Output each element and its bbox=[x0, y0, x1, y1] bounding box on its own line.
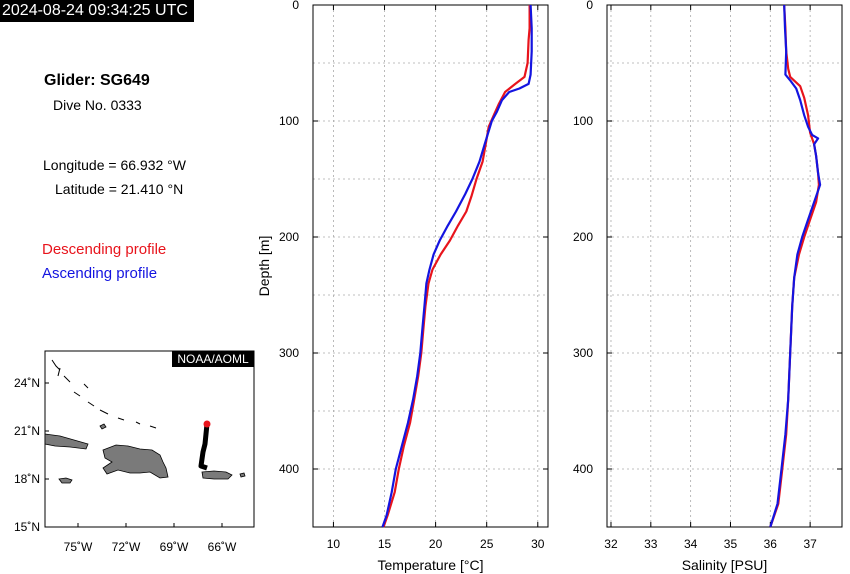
y-tick-label: 100 bbox=[279, 114, 299, 128]
x-axis-label: Salinity [PSU] bbox=[682, 557, 768, 573]
series-descending-line bbox=[769, 4, 820, 528]
map-inset: NOAA/AOML 24˚N 21˚N 18˚N 15˚N 75˚W 72˚W … bbox=[14, 350, 255, 554]
map-islands bbox=[51, 359, 157, 429]
map-land bbox=[44, 423, 246, 484]
x-tick-label: 34 bbox=[684, 537, 698, 551]
y-tick-label: 200 bbox=[573, 230, 593, 244]
y-axis-label: Depth [m] bbox=[256, 236, 272, 297]
map-lat-label: 18˚N bbox=[14, 472, 40, 486]
latitude-readout: Latitude = 21.410 °N bbox=[55, 181, 184, 197]
y-tick-label: 400 bbox=[573, 462, 593, 476]
map-lon-label: 72˚W bbox=[112, 540, 141, 554]
longitude-readout: Longitude = 66.932 °W bbox=[43, 157, 186, 173]
salinity-chart: 32 33 34 35 36 37 0 100 200 300 400 Salinity [PSU] bbox=[573, 0, 843, 573]
legend-ascending: Ascending profile bbox=[42, 265, 158, 282]
timestamp: 2024-08-24 09:34:25 UTC bbox=[0, 0, 194, 22]
map-credit-bg bbox=[172, 351, 254, 367]
x-tick-label: 32 bbox=[604, 537, 618, 551]
plot-frame bbox=[312, 4, 549, 528]
x-tick-label: 37 bbox=[803, 537, 817, 551]
series-ascending-line bbox=[769, 4, 822, 528]
map-lon-label: 69˚W bbox=[160, 540, 189, 554]
series-descending-line bbox=[382, 5, 531, 528]
series-ascending-line bbox=[381, 4, 533, 528]
map-lat-label: 15˚N bbox=[14, 520, 40, 534]
x-tick-label: 35 bbox=[724, 537, 738, 551]
x-tick-label: 36 bbox=[764, 537, 778, 551]
y-tick-label: 0 bbox=[586, 0, 593, 12]
map-lon-ticks: 75˚W 72˚W 69˚W 66˚W bbox=[64, 523, 237, 554]
dive-number: Dive No. 0333 bbox=[53, 97, 142, 113]
glider-track bbox=[198, 423, 210, 471]
y-tick-label: 400 bbox=[279, 462, 299, 476]
y-tick-label: 200 bbox=[279, 230, 299, 244]
y-tick-label: 300 bbox=[279, 346, 299, 360]
x-tick-label: 25 bbox=[480, 537, 494, 551]
y-tick-label: 300 bbox=[573, 346, 593, 360]
x-tick-label: 30 bbox=[531, 537, 545, 551]
legend-descending: Descending profile bbox=[42, 241, 167, 258]
glider-title: Glider: SG649 bbox=[44, 72, 150, 89]
x-tick-label: 33 bbox=[644, 537, 658, 551]
x-tick-label: 10 bbox=[327, 537, 341, 551]
x-tick-label: 20 bbox=[429, 537, 443, 551]
plot-frame bbox=[606, 4, 843, 528]
map-lat-label: 24˚N bbox=[14, 376, 40, 390]
map-lat-ticks: 24˚N 21˚N 18˚N 15˚N bbox=[14, 376, 49, 534]
x-axis-label: Temperature [°C] bbox=[378, 557, 484, 573]
map-lon-label: 66˚W bbox=[208, 540, 237, 554]
map-lon-label: 75˚W bbox=[64, 540, 93, 554]
glider-position-marker bbox=[203, 420, 211, 428]
map-lat-label: 21˚N bbox=[14, 424, 40, 438]
map-credit: NOAA/AOML bbox=[177, 352, 249, 366]
y-tick-label: 0 bbox=[292, 0, 299, 12]
map-frame bbox=[44, 350, 255, 528]
y-tick-label: 100 bbox=[573, 114, 593, 128]
x-tick-label: 15 bbox=[378, 537, 392, 551]
